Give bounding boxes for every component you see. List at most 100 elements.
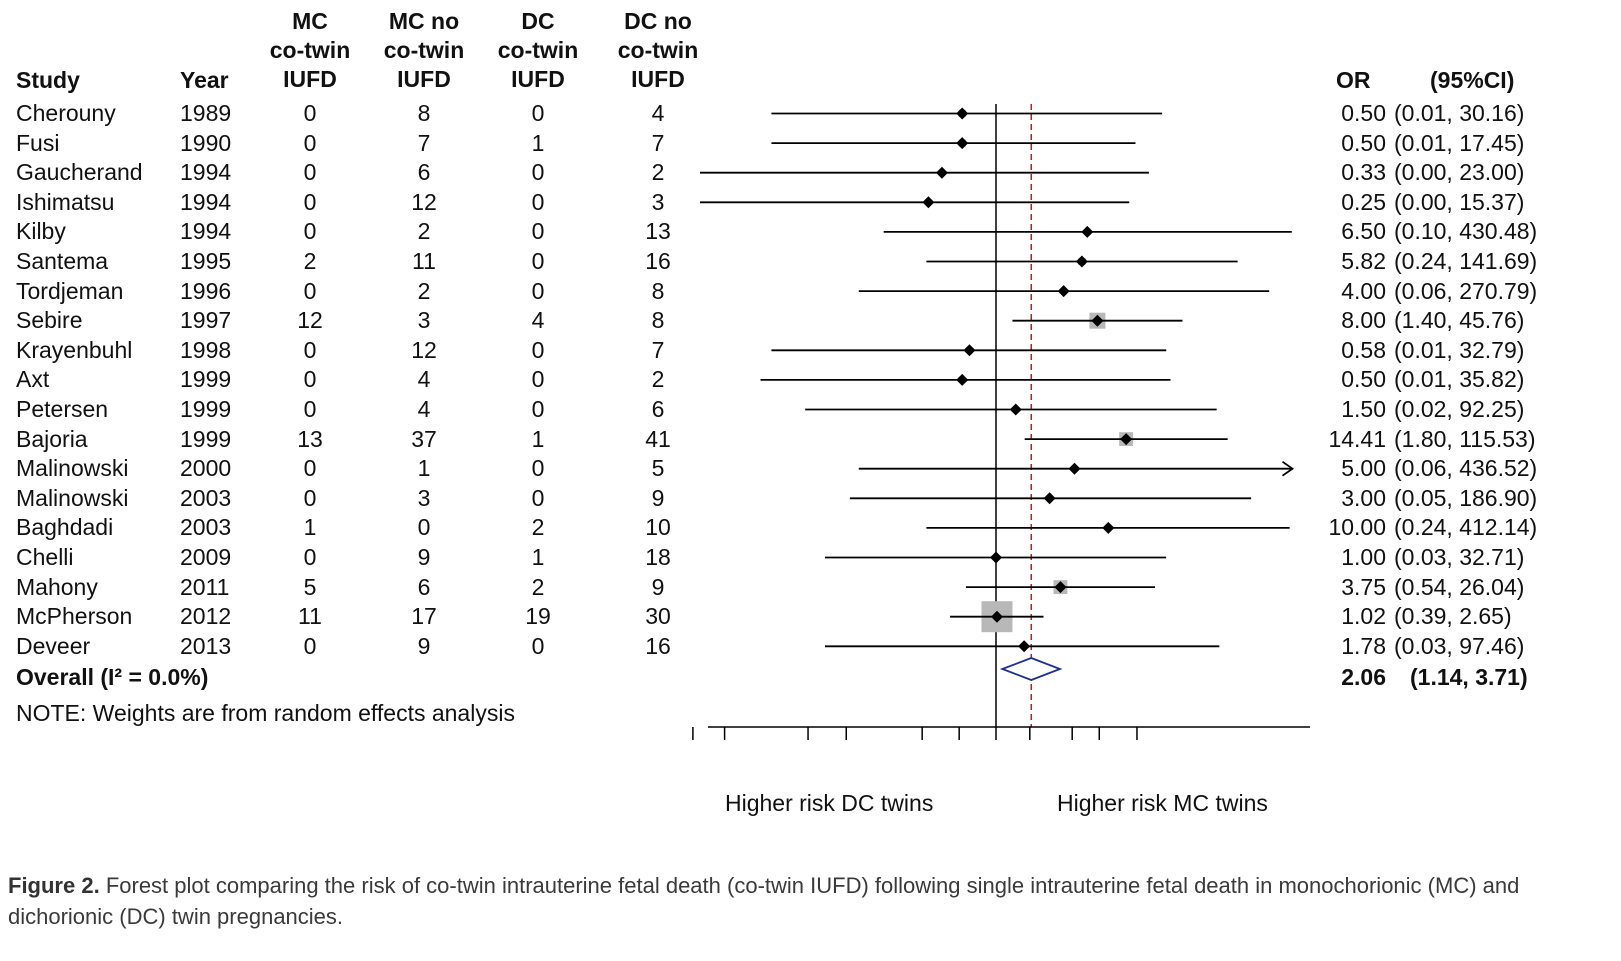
- header-study: Study: [16, 67, 80, 93]
- dc-cotwin-iufd: 1: [531, 544, 545, 570]
- mc-cotwin-iufd: 0: [303, 277, 317, 304]
- study-name: Mahony: [16, 573, 98, 600]
- dc-no-cotwin-iufd: 9: [651, 484, 665, 511]
- overall-ci: (1.14, 3.71): [1410, 664, 1528, 690]
- ci-arrow: [1281, 460, 1295, 477]
- dc-cotwin-iufd: 0: [531, 218, 545, 245]
- study-name: Sebire: [16, 307, 83, 334]
- point-estimate: [1102, 521, 1115, 534]
- odds-ratio: 6.50: [1341, 218, 1386, 245]
- study-year: 1994: [180, 188, 232, 215]
- odds-ratio: 0.25: [1341, 188, 1386, 215]
- confidence-interval: (0.39, 2.65): [1394, 603, 1512, 630]
- header-mc-iufd: MC co-twin IUFD: [269, 8, 351, 92]
- dc-cotwin-iufd: 0: [531, 632, 545, 659]
- mc-no-cotwin-iufd: 9: [417, 632, 431, 659]
- point-estimate: [990, 551, 1002, 564]
- dc-cotwin-iufd: 0: [531, 248, 545, 274]
- study-name: Cherouny: [16, 100, 116, 126]
- study-year: 1999: [180, 396, 232, 422]
- point-estimate: [1054, 581, 1067, 594]
- study-year: 2003: [180, 484, 232, 511]
- mc-no-cotwin-iufd: 0: [417, 514, 431, 541]
- mc-no-cotwin-iufd: 3: [417, 307, 431, 334]
- point-estimate: [1120, 433, 1133, 446]
- axis-label-right: Higher risk MC twins: [1057, 790, 1268, 816]
- odds-ratio: 4.00: [1341, 277, 1386, 304]
- study-year: 1995: [180, 248, 232, 274]
- overall-label: Overall (I² = 0.0%): [16, 664, 209, 690]
- confidence-interval: (1.80, 115.53): [1394, 425, 1536, 452]
- odds-ratio: 0.33: [1341, 159, 1386, 186]
- point-estimate: [922, 196, 935, 209]
- confidence-interval: (0.01, 35.82): [1394, 366, 1525, 393]
- study-name: Malinowski: [16, 455, 129, 482]
- dc-no-cotwin-iufd: 6: [651, 396, 665, 422]
- header-mc-no-iufd: MC no co-twin IUFD: [383, 8, 465, 92]
- dc-no-cotwin-iufd: 4: [651, 100, 665, 126]
- dc-cotwin-iufd: 2: [531, 514, 545, 541]
- odds-ratio: 14.41: [1328, 425, 1386, 452]
- mc-no-cotwin-iufd: 8: [417, 100, 431, 126]
- confidence-interval: (0.01, 30.16): [1394, 100, 1525, 126]
- mc-no-cotwin-iufd: 17: [411, 603, 437, 630]
- odds-ratio: 0.58: [1341, 336, 1386, 363]
- study-name: Gaucherand: [16, 159, 143, 186]
- dc-cotwin-iufd: 2: [531, 573, 545, 600]
- study-year: 2012: [180, 603, 232, 630]
- dc-cotwin-iufd: 4: [531, 307, 545, 334]
- odds-ratio: 10.00: [1328, 514, 1386, 541]
- study-name: Santema: [16, 248, 109, 274]
- study-year: 2003: [180, 514, 232, 541]
- mc-cotwin-iufd: 0: [303, 632, 317, 659]
- point-estimate: [990, 610, 1003, 623]
- confidence-interval: (0.05, 186.90): [1394, 484, 1538, 511]
- mc-cotwin-iufd: 0: [303, 455, 317, 482]
- axis-label-left: Higher risk DC twins: [725, 790, 934, 816]
- study-year: 1999: [180, 425, 232, 452]
- confidence-interval: (0.54, 26.04): [1394, 573, 1525, 600]
- overall-or: 2.06: [1341, 664, 1386, 690]
- odds-ratio: 1.50: [1341, 396, 1386, 422]
- study-year: 1994: [180, 218, 232, 245]
- mc-no-cotwin-iufd: 6: [417, 159, 431, 186]
- study-year: 1997: [180, 307, 232, 334]
- mc-no-cotwin-iufd: 2: [417, 218, 431, 245]
- mc-cotwin-iufd: 2: [303, 248, 317, 274]
- study-name: McPherson: [16, 603, 133, 630]
- study-name: Chelli: [16, 544, 74, 570]
- mc-cotwin-iufd: 13: [297, 425, 323, 452]
- odds-ratio: 5.82: [1341, 248, 1386, 274]
- odds-ratio: 0.50: [1341, 366, 1386, 393]
- mc-cotwin-iufd: 0: [303, 100, 317, 126]
- header-year: Year: [180, 67, 229, 93]
- dc-no-cotwin-iufd: 8: [651, 277, 665, 304]
- confidence-interval: (0.01, 32.79): [1394, 336, 1525, 363]
- study-year: 2011: [180, 573, 230, 600]
- mc-cotwin-iufd: 0: [303, 336, 317, 363]
- study-name: Petersen: [16, 396, 109, 422]
- dc-cotwin-iufd: 0: [531, 455, 545, 482]
- dc-no-cotwin-iufd: 2: [651, 366, 665, 393]
- study-year: 1990: [180, 129, 232, 156]
- study-name: Deveer: [16, 632, 91, 659]
- study-year: 1999: [180, 366, 232, 393]
- confidence-interval: (0.10, 430.48): [1394, 218, 1538, 245]
- point-estimate: [956, 107, 969, 120]
- study-year: 2013: [180, 632, 232, 659]
- mc-no-cotwin-iufd: 12: [411, 336, 437, 363]
- weights-note: NOTE: Weights are from random effects an…: [16, 700, 515, 726]
- odds-ratio: 1.78: [1341, 632, 1386, 659]
- study-name: Tordjeman: [16, 277, 124, 304]
- header-dc-no-iufd: DC no co-twin IUFD: [617, 8, 699, 92]
- dc-no-cotwin-iufd: 16: [645, 632, 671, 659]
- confidence-interval: (0.24, 412.14): [1394, 514, 1538, 541]
- confidence-interval: (0.02, 92.25): [1394, 396, 1525, 422]
- confidence-interval: (0.06, 270.79): [1394, 277, 1538, 304]
- confidence-interval: (1.40, 45.76): [1394, 307, 1525, 334]
- study-name: Baghdadi: [16, 514, 114, 541]
- study-year: 1994: [180, 159, 232, 186]
- mc-cotwin-iufd: 0: [303, 396, 317, 422]
- mc-no-cotwin-iufd: 12: [411, 188, 437, 215]
- dc-no-cotwin-iufd: 8: [651, 307, 665, 334]
